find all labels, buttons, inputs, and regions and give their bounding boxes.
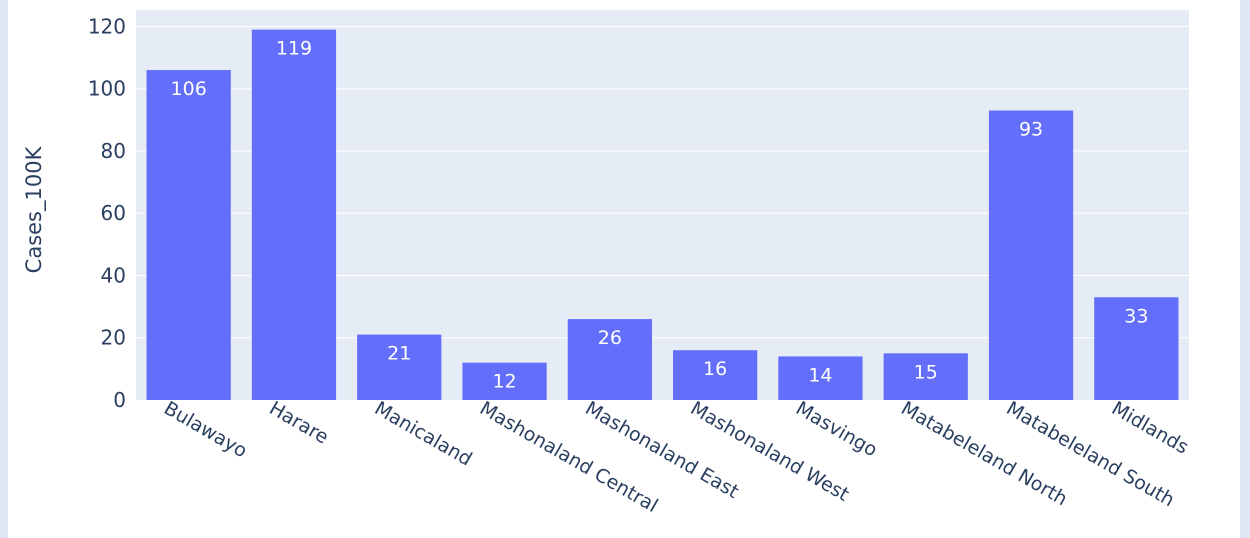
bar [462,362,547,400]
data-label: 21 [387,343,411,365]
bars [146,29,1179,400]
y-axis-title: Cases_100K [22,145,47,273]
x-tick-label: Manicaland [371,397,476,470]
data-label: 106 [171,78,207,100]
y-tick-label: 20 [101,326,126,350]
bar [988,110,1074,400]
x-axis-ticks: Bulawayo Harare Manicaland Mashonaland Cent… [160,397,1192,517]
bar [146,70,231,400]
y-tick-label: 100 [88,77,126,101]
data-label: 14 [808,364,832,386]
data-label: 26 [598,327,622,349]
x-tick-label: Matabeleland South [1003,397,1179,511]
bar [251,29,337,400]
bar [778,356,863,400]
left-border [0,0,8,538]
data-label: 119 [276,38,312,60]
data-label: 15 [914,361,938,383]
y-axis-ticks: 0 20 40 60 80 100 120 [88,14,126,412]
y-tick-label: 80 [101,139,126,163]
x-tick-label: Midlands [1108,397,1192,458]
data-label: 12 [492,371,516,393]
y-tick-label: 40 [101,263,126,287]
bar [883,353,968,400]
right-border [1240,0,1250,538]
x-tick-label: Mashonaland Central [476,397,662,517]
bar [1094,297,1179,400]
x-tick-label: Masvingo [792,397,881,461]
data-labels: 106 119 21 12 26 16 14 15 93 33 [171,38,1149,393]
data-label: 33 [1124,305,1148,327]
y-tick-label: 60 [101,201,126,225]
x-tick-label: Harare [265,397,332,448]
bar [567,319,652,400]
bar [357,334,442,400]
y-tick-label: 0 [113,388,126,412]
y-tick-label: 120 [88,14,126,38]
x-tick-label: Bulawayo [160,397,251,462]
data-label: 16 [703,358,727,380]
data-label: 93 [1019,119,1043,141]
bar [673,350,758,400]
x-tick-label: Matabeleland North [897,397,1071,510]
